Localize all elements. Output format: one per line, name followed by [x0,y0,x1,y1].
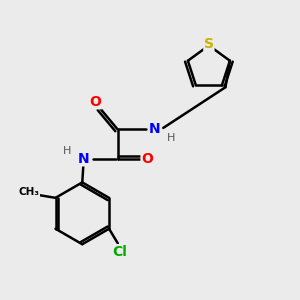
Text: N: N [78,152,90,166]
Text: S: S [204,37,214,51]
Text: CH₃: CH₃ [19,187,40,197]
Text: H: H [63,146,72,156]
Text: O: O [90,95,101,109]
Text: O: O [141,152,153,166]
Text: Cl: Cl [112,245,127,259]
Text: N: N [148,122,160,136]
Text: H: H [167,133,175,143]
